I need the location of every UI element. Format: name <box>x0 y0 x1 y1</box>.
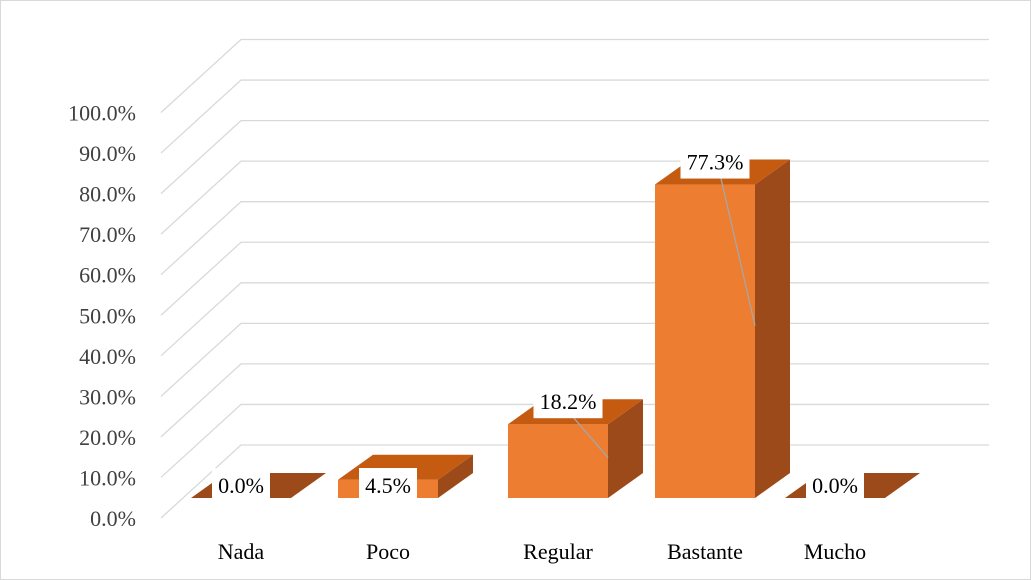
data-label: 0.0% <box>806 468 864 502</box>
data-label-background <box>806 468 864 502</box>
y-tick-label: 40.0% <box>79 344 136 369</box>
data-label: 77.3% <box>680 144 756 326</box>
gridline <box>160 38 989 113</box>
y-tick-label: 50.0% <box>79 303 136 328</box>
data-label: 4.5% <box>359 468 417 502</box>
bar-side <box>755 159 790 498</box>
gridline <box>160 160 989 235</box>
bar-side <box>608 399 643 498</box>
y-tick-label: 10.0% <box>79 465 136 490</box>
data-labels: 0.0% 4.5% 18.2% 77.3% 0.0% <box>212 144 864 502</box>
bars <box>191 159 920 498</box>
data-label-text: 0.0% <box>218 473 264 498</box>
gridline <box>160 282 989 357</box>
bar-side <box>438 454 473 498</box>
data-label-background <box>359 468 417 502</box>
bar <box>655 159 790 498</box>
data-label: 0.0% <box>212 468 270 502</box>
data-label-text: 0.0% <box>812 473 858 498</box>
y-tick-label: 100.0% <box>68 101 136 126</box>
category-labels: Nada Poco Regular Bastante Mucho <box>218 539 866 564</box>
category-label: Nada <box>218 539 265 564</box>
bar-front <box>508 424 608 498</box>
leader-line <box>573 417 609 458</box>
category-label: Bastante <box>667 539 743 564</box>
y-tick-label: 30.0% <box>79 384 136 409</box>
y-tick-label: 80.0% <box>79 182 136 207</box>
gridline <box>160 119 989 195</box>
data-label-text: 77.3% <box>687 150 744 175</box>
bar-front <box>655 184 755 498</box>
y-tick-label: 70.0% <box>79 222 136 247</box>
y-tick-label: 20.0% <box>79 425 136 450</box>
category-label: Mucho <box>804 539 866 564</box>
data-label-text: 18.2% <box>540 389 597 414</box>
gridline <box>160 201 989 276</box>
data-label: 18.2% <box>533 384 609 458</box>
data-label-background <box>533 384 603 419</box>
category-label: Poco <box>366 539 410 564</box>
gridlines <box>160 38 989 519</box>
gridline <box>160 241 989 316</box>
y-tick-label: 0.0% <box>90 506 136 531</box>
data-label-background <box>680 144 750 179</box>
data-label-text: 4.5% <box>365 473 411 498</box>
leader-line <box>720 178 756 326</box>
y-tick-label: 90.0% <box>79 141 136 166</box>
y-tick-label: 60.0% <box>79 263 136 288</box>
gridline <box>160 79 989 154</box>
data-label-background <box>212 468 270 502</box>
y-axis-ticks: 0.0% 10.0% 20.0% 30.0% 40.0% 50.0% 60.0% 70.0% 8… <box>68 101 136 532</box>
category-label: Regular <box>523 539 593 564</box>
